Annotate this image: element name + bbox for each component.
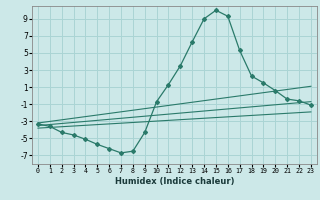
X-axis label: Humidex (Indice chaleur): Humidex (Indice chaleur) bbox=[115, 177, 234, 186]
